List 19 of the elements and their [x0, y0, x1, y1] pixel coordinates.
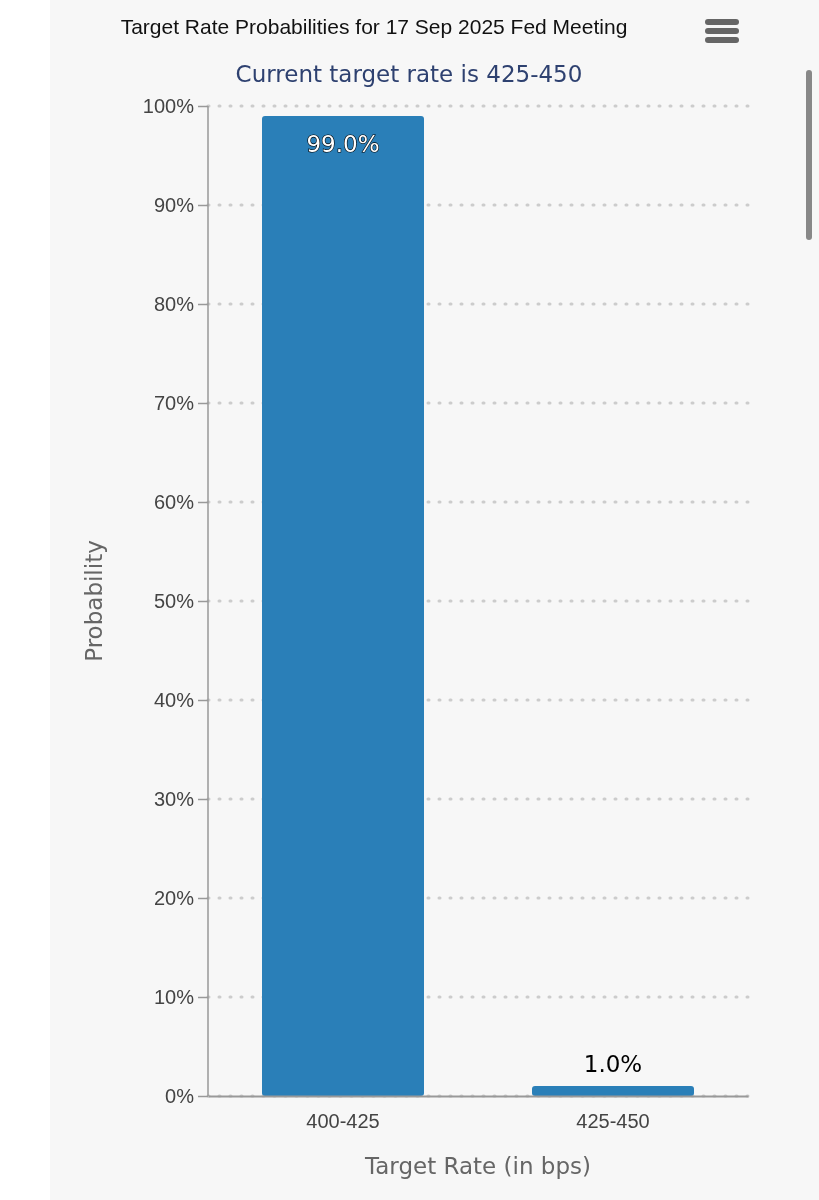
y-tick-label: 20% — [153, 886, 195, 909]
y-tick-label: 70% — [153, 391, 195, 414]
y-tick-label: 100% — [142, 94, 195, 117]
chart-title: Target Rate Probabilities for 17 Sep 2025 Fed Meeting — [120, 15, 628, 38]
y-tick-label: 60% — [153, 490, 195, 513]
y-tick-label: 90% — [153, 193, 195, 216]
x-tick-label: 425-450 — [576, 1110, 650, 1133]
y-axis-title: Probability — [81, 540, 107, 662]
x-tick-label: 400-425 — [306, 1110, 380, 1133]
y-tick-label: 0% — [165, 1084, 195, 1107]
data-label: 1.0% — [583, 1051, 643, 1078]
y-tick-label: 10% — [153, 985, 195, 1008]
data-label: 99.0% — [306, 130, 380, 157]
y-tick-label: 50% — [153, 589, 195, 612]
y-tick-label: 30% — [153, 787, 195, 810]
y-tick-label: 80% — [153, 292, 195, 315]
y-tick-label: 40% — [153, 688, 195, 711]
x-axis-title: Target Rate (in bps) — [364, 1153, 591, 1179]
chart-subtitle: Current target rate is 425-450 — [235, 61, 583, 87]
